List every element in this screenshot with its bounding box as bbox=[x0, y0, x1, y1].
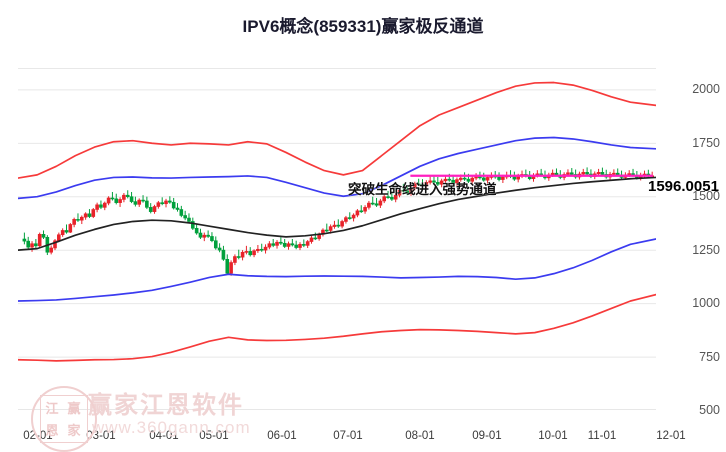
page-title: IPV6概念(859331)赢家极反通道 bbox=[242, 17, 484, 36]
x-axis-tick-label: 12-01 bbox=[656, 430, 686, 442]
channel-line bbox=[18, 238, 656, 302]
candlestick-series bbox=[22, 167, 654, 276]
chart-plot-area[interactable] bbox=[18, 68, 656, 410]
chart-svg bbox=[18, 68, 656, 410]
x-axis-tick-label: 10-01 bbox=[538, 430, 568, 442]
channel-line bbox=[18, 176, 656, 251]
y-axis-tick-label: 1250 bbox=[692, 242, 720, 257]
y-axis-tick-label: 500 bbox=[699, 403, 720, 417]
x-axis-tick-label: 06-01 bbox=[267, 430, 297, 442]
y-axis-tick-label: 1750 bbox=[692, 135, 720, 150]
x-axis-tick-label: 05-01 bbox=[199, 430, 229, 442]
chart-annotation: 突破生命线进入强势通道 bbox=[348, 182, 497, 197]
x-axis-tick-label: 11-01 bbox=[587, 430, 617, 442]
channel-line bbox=[18, 293, 656, 362]
y-axis-tick-label: 2000 bbox=[692, 82, 720, 97]
y-axis-tick-label: 750 bbox=[699, 349, 720, 364]
x-axis-tick-label: 03-01 bbox=[86, 430, 116, 442]
y-axis: 500 750 1000 1250 1500 1750 2000 bbox=[657, 68, 726, 417]
y-axis-tick-label: 1500 bbox=[692, 189, 720, 204]
channel-line bbox=[18, 81, 656, 179]
x-axis-tick-label: 02-01 bbox=[23, 430, 53, 442]
x-axis: 02-01 03-01 04-01 05-01 06-01 07-01 08-01 09-01… bbox=[0, 430, 726, 450]
channel-line bbox=[18, 136, 656, 200]
x-axis-tick-label: 04-01 bbox=[149, 430, 179, 442]
y-axis-tick-label: 1000 bbox=[692, 296, 720, 311]
x-axis-tick-label: 09-01 bbox=[472, 430, 502, 442]
x-axis-tick-label: 08-01 bbox=[405, 430, 435, 442]
x-axis-tick-label: 07-01 bbox=[333, 430, 363, 442]
current-price-label: 1596.0051 bbox=[648, 178, 719, 195]
